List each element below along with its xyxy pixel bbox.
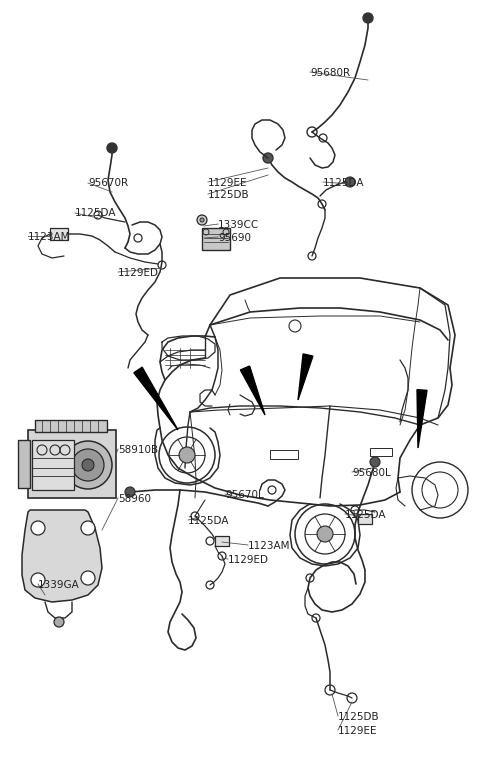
Polygon shape (22, 510, 102, 602)
Text: 1125DA: 1125DA (188, 516, 229, 526)
Circle shape (81, 571, 95, 585)
Polygon shape (134, 367, 178, 430)
Circle shape (72, 449, 104, 481)
Polygon shape (417, 390, 427, 448)
Circle shape (125, 487, 135, 497)
Text: 95680R: 95680R (310, 68, 350, 78)
Circle shape (64, 441, 112, 489)
Circle shape (31, 521, 45, 535)
Circle shape (200, 218, 204, 222)
Circle shape (54, 617, 64, 627)
Text: 95690: 95690 (218, 233, 251, 243)
Text: 1123AM: 1123AM (28, 232, 71, 242)
Bar (28, 430, 116, 498)
Circle shape (82, 459, 94, 471)
Text: 1125DB: 1125DB (338, 712, 380, 722)
Circle shape (289, 320, 301, 332)
Text: 1125DA: 1125DA (323, 178, 364, 188)
Bar (270, 450, 298, 459)
Text: 58910B: 58910B (118, 445, 158, 455)
Circle shape (107, 143, 117, 153)
Bar (358, 514, 372, 524)
Text: 1125DB: 1125DB (208, 190, 250, 200)
Text: 95670L: 95670L (225, 490, 264, 500)
Bar (50, 228, 68, 240)
Polygon shape (240, 366, 265, 415)
Text: 1129ED: 1129ED (228, 555, 269, 565)
Circle shape (345, 177, 355, 187)
Bar (370, 448, 392, 456)
Text: 1129ED: 1129ED (118, 268, 159, 278)
Bar (32, 440, 74, 490)
Circle shape (179, 447, 195, 463)
Text: 1125DA: 1125DA (345, 510, 386, 520)
Text: 1339CC: 1339CC (218, 220, 259, 230)
Text: 58960: 58960 (118, 494, 151, 504)
Polygon shape (298, 354, 313, 400)
Text: 1129EE: 1129EE (208, 178, 248, 188)
Text: 95670R: 95670R (88, 178, 128, 188)
Bar (18, 440, 30, 488)
Text: 1339GA: 1339GA (38, 580, 80, 590)
Text: 1129EE: 1129EE (338, 726, 377, 736)
Circle shape (370, 457, 380, 467)
Text: 1123AM: 1123AM (248, 541, 290, 551)
Circle shape (317, 526, 333, 542)
Circle shape (197, 215, 207, 225)
Text: 95680L: 95680L (352, 468, 391, 478)
Circle shape (263, 153, 273, 163)
Circle shape (363, 13, 373, 23)
Circle shape (81, 521, 95, 535)
Text: 1125DA: 1125DA (75, 208, 117, 218)
Bar (215, 536, 229, 546)
Bar (202, 228, 230, 250)
Bar (35, 420, 107, 432)
Circle shape (31, 573, 45, 587)
